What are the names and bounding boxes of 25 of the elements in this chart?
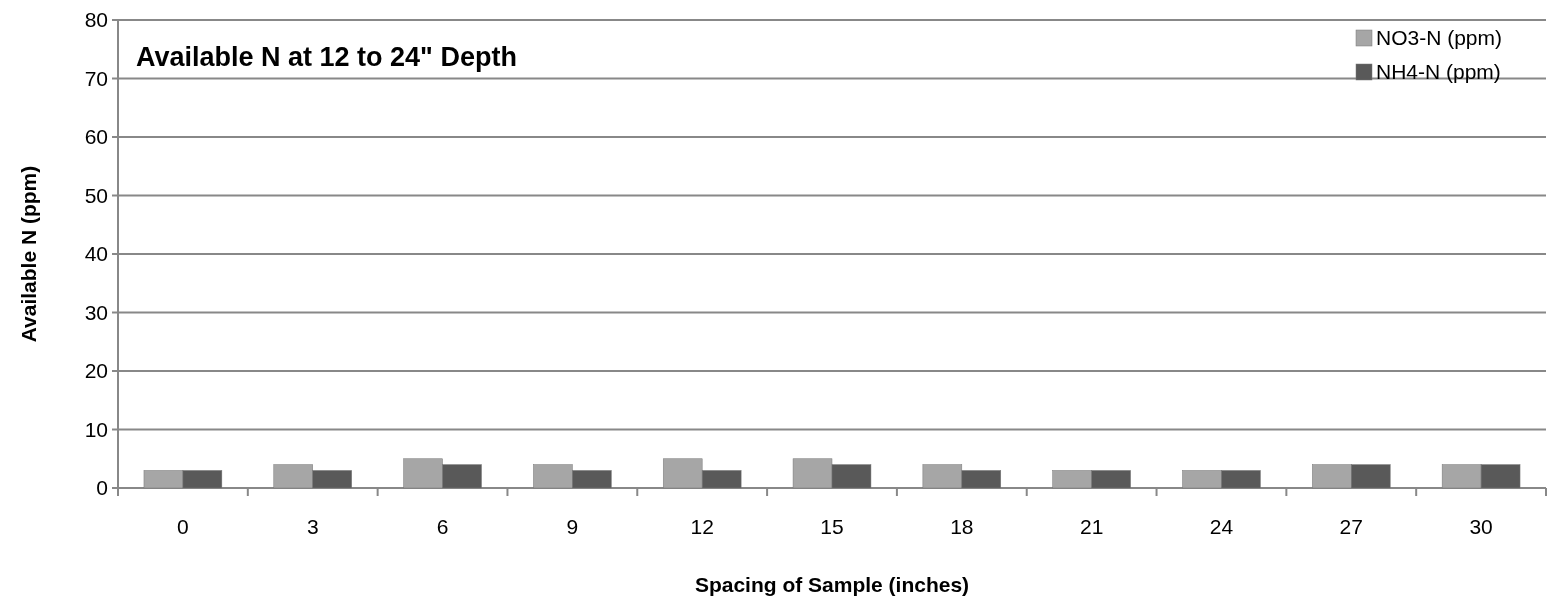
y-tick-label: 60 [84, 125, 108, 149]
y-tick-label: 50 [84, 183, 108, 207]
x-tick-label: 15 [820, 515, 844, 538]
y-tick-label: 20 [84, 359, 108, 383]
x-tick-label: 24 [1209, 515, 1234, 538]
y-tick-label: 80 [84, 8, 108, 32]
x-tick-label: 12 [690, 515, 714, 538]
y-tick-label: 10 [84, 417, 108, 441]
x-tick-label: 6 [436, 515, 449, 538]
y-tick-label: 30 [84, 300, 108, 324]
y-tick-label: 40 [84, 242, 108, 266]
y-tick-label: 0 [96, 476, 108, 500]
x-tick-label: 21 [1079, 515, 1104, 538]
legend-label: NH4-N (ppm) [1376, 60, 1501, 84]
text: Available N at 12 to 24" Depth [136, 42, 517, 72]
x-tick-label: 0 [177, 515, 189, 538]
x-tick-label: 18 [950, 515, 974, 538]
x-tick-label: 27 [1339, 515, 1363, 538]
x-tick-label: 9 [566, 515, 579, 538]
x-tick-label: 3 [306, 515, 319, 538]
legend-label: NO3-N (ppm) [1376, 26, 1503, 50]
x-axis-title: Spacing of Sample (inches) [694, 573, 970, 596]
x-tick-label: 30 [1469, 515, 1493, 538]
y-tick-label: 70 [84, 66, 108, 90]
y-axis-title: Available N (ppm) [17, 165, 40, 343]
